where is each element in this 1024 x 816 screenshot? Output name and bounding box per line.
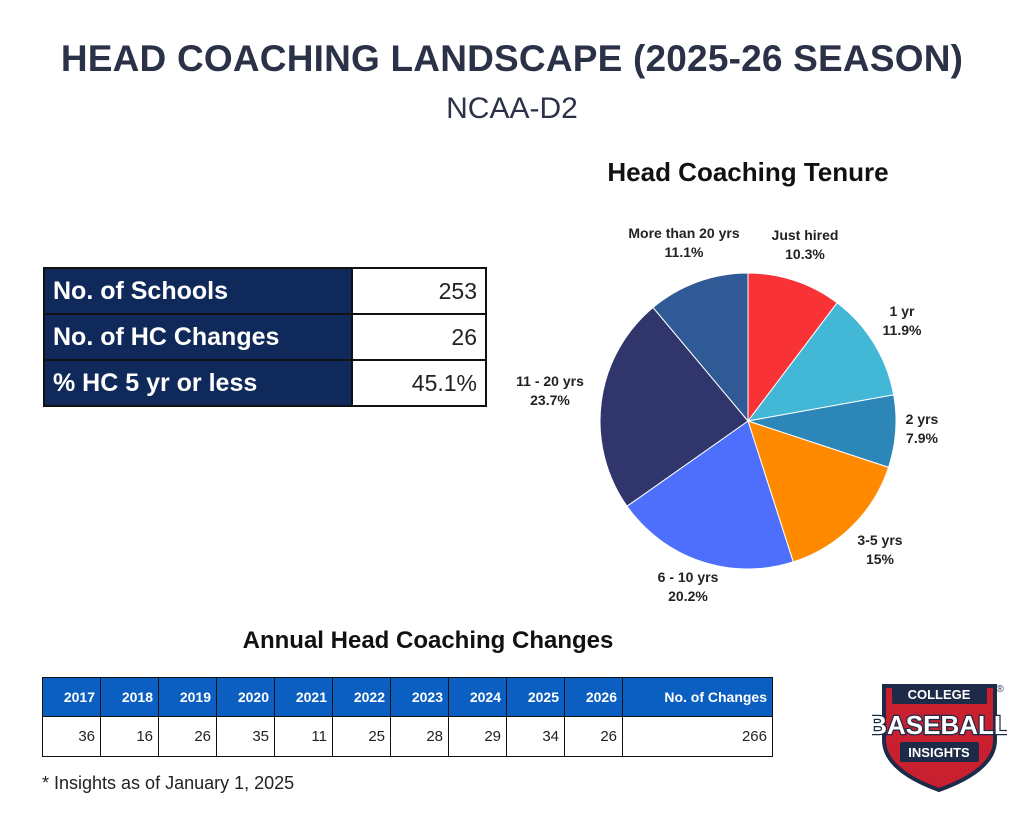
pie-slice-label: 6 - 10 yrs [658, 569, 719, 585]
annual-header-cell: 2022 [332, 677, 391, 717]
annual-value-cell: 29 [448, 716, 507, 757]
pie-slice-label: 11 - 20 yrs [516, 373, 584, 389]
annual-header-cell: 2024 [448, 677, 507, 717]
annual-header-cell: No. of Changes [622, 677, 773, 717]
annual-header-row: 2017 2018 2019 2020 2021 2022 2023 2024 2025 2026… [42, 677, 773, 717]
pie-chart-title: Head Coaching Tenure [607, 157, 889, 187]
stats-value: 26 [351, 313, 487, 361]
annual-value-cell: 26 [158, 716, 217, 757]
pie-slice-value-label: 7.9% [906, 430, 938, 446]
annual-value-cell: 26 [564, 716, 623, 757]
stats-label: No. of HC Changes [43, 313, 353, 361]
pie-slice-value-label: 23.7% [530, 392, 570, 408]
stats-label: % HC 5 yr or less [43, 359, 353, 407]
logo-registered-mark: ® [996, 684, 1004, 695]
pie-slice-11-20-yrs [599, 306, 749, 507]
annual-values-row: 36 16 26 35 11 25 28 29 34 26 266 [42, 716, 773, 757]
pie-slice-more-than-20-yrs [652, 272, 749, 423]
stats-value: 253 [351, 267, 487, 315]
stats-value: 45.1% [351, 359, 487, 407]
annual-header-cell: 2019 [158, 677, 217, 717]
annual-value-cell: 28 [390, 716, 449, 757]
annual-value-cell: 36 [42, 716, 101, 757]
annual-changes-table: 2017 2018 2019 2020 2021 2022 2023 2024 2025 2026… [42, 677, 773, 757]
pie-slice-value-label: 11.1% [665, 244, 704, 260]
pie-slice-value-label: 10.3% [785, 246, 825, 262]
pie-slice-value-label: 11.9% [883, 322, 922, 338]
stats-row-schools: No. of Schools 253 [43, 267, 487, 315]
logo-text-middle: BASEBALL [872, 710, 1007, 740]
pie-slice-6-10-yrs [626, 420, 794, 570]
pie-slice-3-5-yrs [747, 420, 890, 563]
pie-slice-value-label: 20.2% [668, 588, 708, 604]
annual-header-cell: 2023 [390, 677, 449, 717]
stats-label: No. of Schools [43, 267, 353, 315]
pie-slice-label: 1 yr [890, 303, 915, 319]
logo-shield-shape [882, 684, 997, 793]
pie-slice-label: 3-5 yrs [857, 532, 902, 548]
annual-value-cell: 16 [100, 716, 159, 757]
annual-header-cell: 2026 [564, 677, 623, 717]
pie-slice-label: More than 20 yrs [628, 225, 739, 241]
annual-value-cell: 11 [274, 716, 333, 757]
annual-header-cell: 2018 [100, 677, 159, 717]
college-baseball-insights-logo: COLLEGE BASEBALL INSIGHTS ® [872, 684, 1007, 793]
page-title: HEAD COACHING LANDSCAPE (2025-26 SEASON) [60, 38, 964, 79]
page-subtitle: NCAA-D2 [446, 92, 578, 125]
annual-header-cell: 2021 [274, 677, 333, 717]
annual-header-cell: 2020 [216, 677, 275, 717]
annual-changes-title: Annual Head Coaching Changes [242, 627, 614, 654]
annual-value-cell: 266 [622, 716, 773, 757]
pie-slice-just-hired [747, 272, 838, 423]
pie-slice-value-label: 15% [866, 551, 895, 567]
logo-text-top: COLLEGE [908, 687, 971, 702]
stats-row-hc-changes: No. of HC Changes 26 [43, 313, 487, 361]
annual-value-cell: 35 [216, 716, 275, 757]
footnote: * Insights as of January 1, 2025 [42, 773, 295, 793]
logo-top-banner [892, 684, 987, 704]
pie-slice-label: Just hired [772, 227, 839, 243]
stats-row-hc-5yr: % HC 5 yr or less 45.1% [43, 359, 487, 407]
logo-text-bottom: INSIGHTS [908, 745, 970, 760]
tenure-pie-chart: Just hired 10.3% 1 yr 11.9% 2 yrs 7.9% 3-5 yrs… [516, 225, 939, 604]
summary-stats-table: No. of Schools 253 No. of HC Changes 26 … [43, 267, 487, 407]
pie-slice-1-yr [746, 302, 895, 422]
logo-bottom-banner [900, 742, 979, 762]
annual-header-cell: 2017 [42, 677, 101, 717]
annual-header-cell: 2025 [506, 677, 565, 717]
pie-slice-label: 2 yrs [906, 411, 939, 427]
annual-value-cell: 25 [332, 716, 391, 757]
annual-value-cell: 34 [506, 716, 565, 757]
